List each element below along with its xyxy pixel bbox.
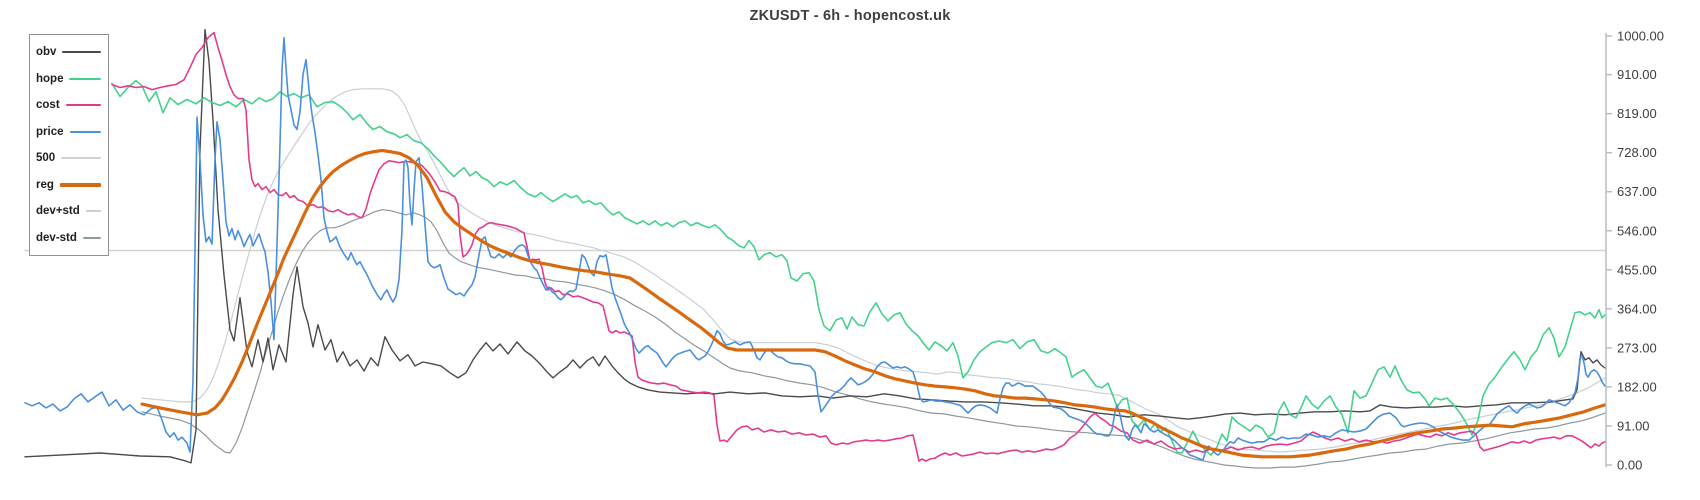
y-axis-tick-label: 364.00 bbox=[1617, 301, 1657, 316]
y-axis-tick-label: 728.00 bbox=[1617, 145, 1657, 160]
legend-item-label: dev-std bbox=[36, 231, 77, 244]
legend-item-swatch bbox=[69, 77, 101, 80]
legend-item-label: 500 bbox=[36, 152, 56, 165]
legend-item-obv[interactable]: obv bbox=[36, 46, 101, 58]
legend-item-swatch bbox=[62, 51, 101, 54]
y-axis-tick-label: 637.00 bbox=[1617, 184, 1657, 199]
legend-item-label: dev+std bbox=[36, 205, 80, 218]
y-axis-tick-label: 819.00 bbox=[1617, 106, 1657, 121]
legend-item-label: cost bbox=[36, 99, 60, 112]
y-axis-tick-label: 546.00 bbox=[1617, 223, 1657, 238]
y-axis-tick-label: 273.00 bbox=[1617, 340, 1657, 355]
legend-item-swatch bbox=[69, 130, 101, 133]
y-axis-tick-label: 910.00 bbox=[1617, 67, 1657, 82]
y-axis-tick-label: 455.00 bbox=[1617, 262, 1657, 277]
y-axis-tick-label: 1000.00 bbox=[1617, 29, 1664, 44]
series-dev-std-line bbox=[141, 209, 1606, 469]
legend-item-swatch bbox=[82, 236, 101, 239]
series-reg-line bbox=[140, 148, 1607, 459]
legend-item-hope[interactable]: hope bbox=[36, 73, 101, 85]
legend-item-label: obv bbox=[36, 46, 57, 59]
legend-item-label: hope bbox=[36, 72, 64, 85]
legend-item-500[interactable]: 500 bbox=[36, 152, 101, 164]
y-axis-tick-label: 0.00 bbox=[1617, 458, 1642, 473]
legend-item-swatch bbox=[85, 210, 101, 213]
series-price-line bbox=[24, 36, 1606, 461]
legend-item-price[interactable]: price bbox=[36, 126, 101, 138]
series-obv-line bbox=[24, 28, 1606, 464]
legend-item-swatch bbox=[59, 183, 101, 187]
legend: obv hope cost price 500 reg dev+std dev-std bbox=[29, 34, 109, 256]
legend-item-dev-std[interactable]: dev-std bbox=[36, 232, 101, 244]
y-axis-tick-label: 91.00 bbox=[1617, 418, 1650, 433]
y-axis-tick-label: 182.00 bbox=[1617, 379, 1657, 394]
legend-item-dev+std[interactable]: dev+std bbox=[36, 205, 101, 217]
legend-item-label: price bbox=[36, 125, 64, 138]
legend-item-swatch bbox=[61, 157, 101, 160]
legend-item-label: reg bbox=[36, 178, 54, 191]
series-hope-line bbox=[111, 79, 1606, 456]
chart-title: ZKUSDT - 6h - hopencost.uk bbox=[749, 8, 951, 24]
series-dev+std-line bbox=[141, 88, 1606, 453]
legend-item-reg[interactable]: reg bbox=[36, 179, 101, 191]
series-cost-line bbox=[111, 31, 1606, 462]
legend-item-swatch bbox=[65, 104, 101, 107]
legend-item-cost[interactable]: cost bbox=[36, 99, 101, 111]
